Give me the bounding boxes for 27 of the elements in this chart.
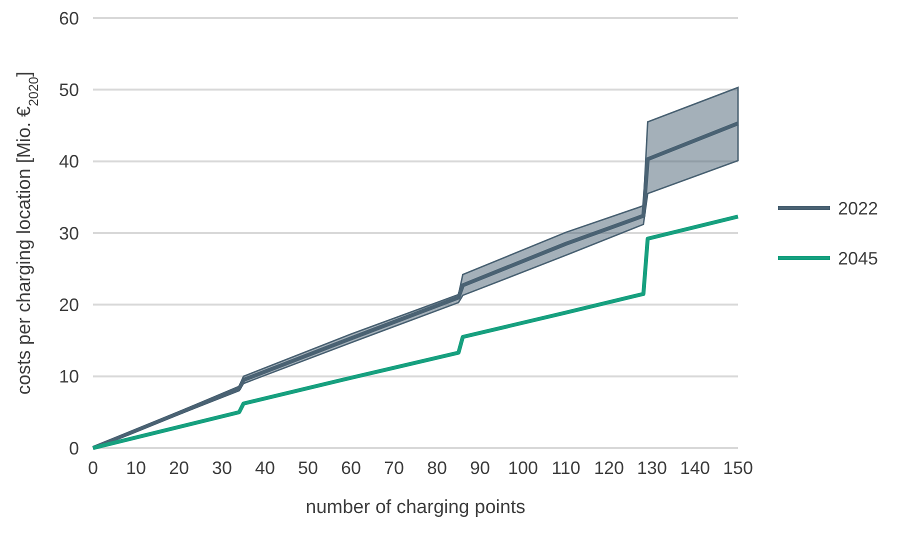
x-axis-title: number of charging points [306,497,526,518]
x-tick-label: 0 [88,458,98,478]
y-tick-label: 50 [58,80,79,100]
line-series [91,214,740,450]
x-tick-label: 40 [254,458,276,478]
x-tick-label: 60 [340,458,362,478]
x-tick-label: 100 [508,458,538,478]
y-tick-label: 60 [58,8,79,28]
x-tick-label: 70 [384,458,404,478]
x-tick-label: 140 [680,458,710,478]
x-tick-label: 110 [552,458,580,478]
y-tick-label: 0 [68,438,79,458]
x-tick-label: 120 [594,458,624,478]
x-tick-label: 130 [636,458,668,478]
y-tick-label: 30 [58,223,79,244]
x-tick-label: 10 [126,458,146,478]
x-tick-label: 50 [298,458,318,478]
x-tick-label: 30 [212,458,232,478]
y-tick-label: 10 [58,366,79,387]
x-tick-label: 90 [470,458,490,478]
y-tick-label: 40 [58,152,79,172]
legend-label: 2045 [838,248,878,268]
legend-label: 2022 [838,198,878,218]
x-tick-label: 80 [426,458,448,478]
x-tick-label: 150 [722,458,754,478]
y-tick-label: 20 [58,294,79,315]
x-tick-label: 20 [168,458,190,478]
